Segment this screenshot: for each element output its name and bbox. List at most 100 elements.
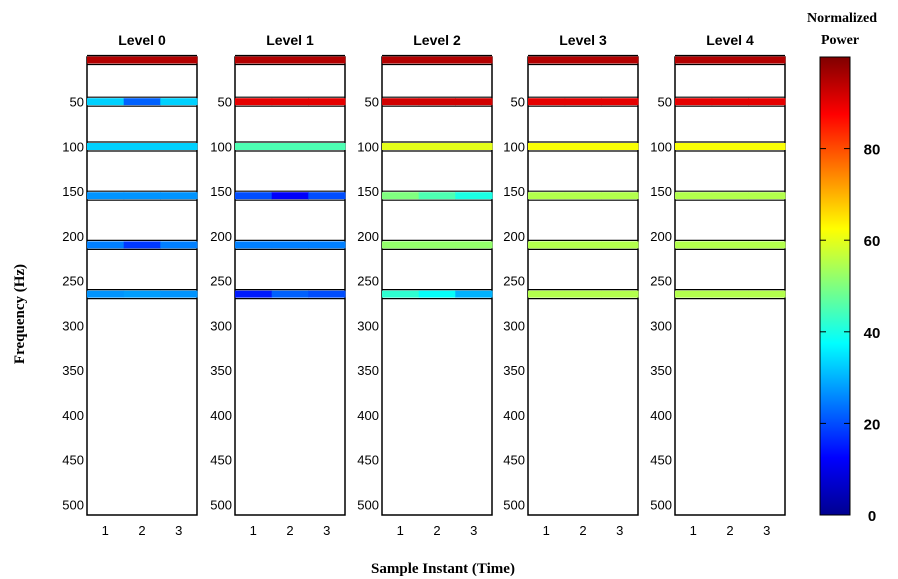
band-cell [601,241,639,249]
band-cell [308,98,346,106]
x-tick-label: 2 [726,523,733,538]
band-cell [711,192,749,200]
colorbar-label-line2: Power [821,33,859,48]
panel-1: Level 1 50 100 150 200 250 300 350 400 450 500 1 2 3 [210,32,346,538]
band-cell [418,56,456,64]
band-cell [87,98,125,106]
y-tick-label: 150 [357,184,379,199]
y-tick-label: 450 [62,453,84,468]
band-cell [564,241,602,249]
x-tick-label: 1 [250,523,257,538]
band-cell [528,192,566,200]
y-tick-label: 50 [365,95,379,110]
band-cell [528,98,566,106]
x-tick-label: 1 [102,523,109,538]
y-tick-label: 150 [210,184,232,199]
x-tick-label: 3 [175,523,182,538]
colorbar-tick-label: 0 [868,508,876,525]
band-cell [748,241,786,249]
y-tick-label: 250 [503,274,525,289]
band-cell [528,241,566,249]
band-cell [748,56,786,64]
band-cell [711,143,749,150]
colorbar-label-line1: Normalized [807,11,877,26]
y-tick-label: 300 [357,318,379,333]
x-tick-label: 2 [579,523,586,538]
band-cell [564,290,602,298]
band-cell [87,56,125,64]
x-tick-label: 2 [286,523,293,538]
x-tick-label: 3 [763,523,770,538]
band-cell [160,143,198,150]
x-tick-label: 1 [543,523,550,538]
y-tick-label: 400 [210,408,232,423]
y-tick-label: 400 [650,408,672,423]
band-cell [418,98,456,106]
x-tick-label: 2 [433,523,440,538]
band-cell [235,241,273,249]
band-cell [418,192,456,200]
band-cell [748,98,786,106]
band-cell [123,192,161,200]
y-tick-label: 150 [650,184,672,199]
x-tick-label: 1 [397,523,404,538]
band-cell [235,192,273,200]
y-tick-label: 150 [62,184,84,199]
band-cell [601,56,639,64]
band-cell [123,143,161,150]
y-tick-label: 300 [210,318,232,333]
y-tick-label: 350 [650,363,672,378]
y-tick-label: 450 [357,453,379,468]
band-cell [601,192,639,200]
band-cell [235,56,273,64]
band-cell [748,143,786,150]
y-tick-label: 50 [70,95,84,110]
panel-title: Level 4 [706,32,754,48]
band-cell [455,143,493,150]
band-cell [382,241,420,249]
band-cell [123,290,161,298]
panel-frame [674,56,786,516]
band-cell [675,290,713,298]
band-cell [160,192,198,200]
x-tick-label: 2 [138,523,145,538]
band-cell [564,143,602,150]
band-cell [123,56,161,64]
band-cell [308,241,346,249]
band-cell [418,241,456,249]
band-cell [382,192,420,200]
panel-title: Level 3 [559,32,607,48]
colorbar-tick-label: 40 [864,325,881,342]
y-tick-label: 500 [357,497,379,512]
band-cell [748,290,786,298]
panel-4: Level 4 50 100 150 200 250 300 350 400 450 500 1 2 3 [650,32,786,538]
y-tick-label: 200 [62,229,84,244]
band-cell [123,98,161,106]
band-cell [675,98,713,106]
y-tick-label: 250 [62,274,84,289]
y-axis-title: Frequency (Hz) [12,264,28,364]
band-cell [455,192,493,200]
band-cell [418,143,456,150]
band-cell [382,98,420,106]
band-cell [308,290,346,298]
band-cell [382,290,420,298]
band-cell [308,56,346,64]
y-tick-label: 200 [210,229,232,244]
colorbar-gradient [819,56,851,516]
y-tick-label: 500 [503,497,525,512]
band-cell [601,98,639,106]
band-cell [528,143,566,150]
y-tick-label: 250 [210,274,232,289]
band-cell [455,290,493,298]
y-tick-label: 50 [218,95,232,110]
y-tick-label: 300 [503,318,525,333]
band-cell [748,192,786,200]
panel-frame [381,56,493,516]
band-cell [675,241,713,249]
panel-2: Level 2 50 100 150 200 250 300 350 400 450 500 1 2 3 [357,32,493,538]
band-cell [711,98,749,106]
band-cell [123,241,161,249]
y-tick-label: 400 [357,408,379,423]
